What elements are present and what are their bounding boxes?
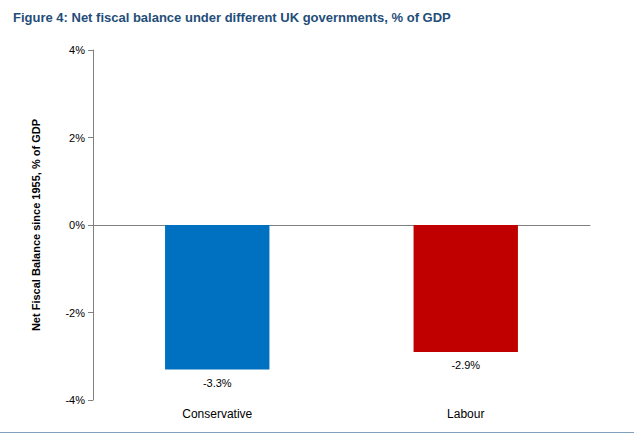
- svg-text:Net Fiscal Balance since 1955,: Net Fiscal Balance since 1955, % of GDP: [30, 119, 42, 331]
- svg-text:0%: 0%: [69, 219, 85, 231]
- svg-text:Figure 4: Net fiscal balance u: Figure 4: Net fiscal balance under diffe…: [13, 10, 451, 25]
- svg-text:2%: 2%: [69, 132, 85, 144]
- svg-text:4%: 4%: [69, 44, 85, 56]
- svg-text:Labour: Labour: [447, 407, 484, 421]
- svg-text:-4%: -4%: [65, 394, 85, 406]
- svg-text:-3.3%: -3.3%: [203, 377, 232, 389]
- svg-text:-2.9%: -2.9%: [451, 359, 480, 371]
- svg-text:Conservative: Conservative: [182, 407, 252, 421]
- svg-text:-2%: -2%: [65, 307, 85, 319]
